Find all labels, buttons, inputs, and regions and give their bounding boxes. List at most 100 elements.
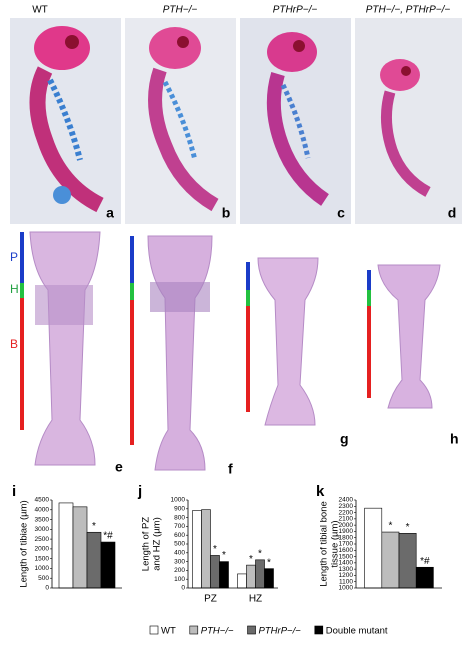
genotype-label: PTH−/−, PTHrP−/− xyxy=(366,5,451,16)
y-tick-label: 1400 xyxy=(339,560,354,567)
panel-letter: f xyxy=(228,461,233,477)
annotation: * xyxy=(249,554,253,565)
y-tick-label: 1000 xyxy=(35,565,50,572)
panel-letter: g xyxy=(340,431,349,447)
legend-swatch xyxy=(149,625,159,635)
zone-label: B xyxy=(10,337,18,351)
y-tick-label: 4000 xyxy=(35,506,50,513)
bar xyxy=(72,506,88,589)
y-tick-label: 1300 xyxy=(339,566,354,573)
panel-letter: a xyxy=(106,205,114,221)
bar xyxy=(210,555,220,589)
legend-swatch xyxy=(189,625,199,635)
y-tick-label: 4500 xyxy=(35,497,50,504)
y-tick-label: 3500 xyxy=(35,516,50,523)
y-tick-label: 2200 xyxy=(339,509,354,516)
legend-swatch xyxy=(314,625,324,635)
y-axis-label: Length of tibiae (µm) xyxy=(19,500,30,587)
photo xyxy=(355,18,462,224)
y-axis-label: Length of tibial bone xyxy=(319,501,330,587)
bar xyxy=(100,541,116,589)
legend-label: PTHrP−/− xyxy=(259,626,302,637)
y-tick-label: 200 xyxy=(174,567,185,574)
panel-letter: j xyxy=(137,483,142,500)
y-tick-label: 1200 xyxy=(339,572,354,579)
genotype-label: PTHrP−/− xyxy=(273,5,318,16)
y-tick-label: 500 xyxy=(174,541,185,548)
bar xyxy=(201,509,211,589)
legend: WT PTH−/− PTHrP−/− Double mutant xyxy=(149,625,388,637)
panel-letter: b xyxy=(222,205,231,221)
legend-label: WT xyxy=(161,626,176,637)
y-tick-label: 1600 xyxy=(339,547,354,554)
skeleton xyxy=(148,27,219,212)
panel-letter: h xyxy=(450,431,459,447)
legend-label: PTH−/− xyxy=(201,626,234,637)
y-tick-label: 700 xyxy=(174,523,185,530)
y-axis-label: tissue (µm) xyxy=(330,520,341,567)
bar xyxy=(364,507,383,589)
x-tick-label: PZ xyxy=(204,594,217,605)
y-tick-label: 1500 xyxy=(339,553,354,560)
zone-label: P xyxy=(10,250,18,264)
bar xyxy=(381,531,400,589)
panel-letter: i xyxy=(12,483,16,500)
bone-sections xyxy=(20,231,441,471)
panel-letter: k xyxy=(316,483,325,500)
y-tick-label: 1000 xyxy=(171,497,186,504)
y-axis-label: Length of PZ xyxy=(141,517,152,572)
y-tick-label: 100 xyxy=(174,576,185,583)
annotation: * xyxy=(213,544,217,555)
y-tick-label: 2000 xyxy=(339,522,354,529)
annotation: * xyxy=(406,522,410,533)
genotype-label: PTH−/− xyxy=(163,5,198,16)
zone-label: H xyxy=(10,282,19,296)
bar xyxy=(219,561,229,589)
y-tick-label: 1000 xyxy=(339,585,354,592)
annotation: * xyxy=(92,521,96,532)
y-tick-label: 2100 xyxy=(339,516,354,523)
y-tick-label: 400 xyxy=(174,550,185,557)
y-tick-label: 600 xyxy=(174,532,185,539)
panel-letter: e xyxy=(115,459,123,475)
y-tick-label: 300 xyxy=(174,558,185,565)
skeleton xyxy=(266,32,330,206)
bar xyxy=(246,564,256,589)
annotation: * xyxy=(267,557,271,568)
y-tick-label: 1700 xyxy=(339,541,354,548)
y-tick-label: 1100 xyxy=(339,578,353,585)
panel-letter: c xyxy=(337,205,345,221)
annotation: * xyxy=(388,521,392,532)
photo-panels xyxy=(10,18,462,224)
y-tick-label: 2000 xyxy=(35,546,50,553)
annotation: *# xyxy=(103,531,113,542)
y-tick-label: 2300 xyxy=(339,503,354,510)
y-tick-label: 1500 xyxy=(35,555,50,562)
y-tick-label: 1800 xyxy=(339,534,354,541)
bar xyxy=(415,566,434,589)
bar xyxy=(255,559,265,589)
y-tick-label: 1900 xyxy=(339,528,354,535)
bar xyxy=(264,568,274,589)
genotype-label: WT xyxy=(32,5,48,16)
skeleton xyxy=(380,59,431,197)
skeleton xyxy=(29,26,104,213)
legend-label: Double mutant xyxy=(326,626,388,637)
bar xyxy=(58,502,74,589)
annotation: * xyxy=(222,550,226,561)
panel-letter: d xyxy=(448,205,457,221)
y-tick-label: 800 xyxy=(174,514,185,521)
legend-swatch xyxy=(247,625,256,635)
bar xyxy=(237,573,247,589)
y-axis-label: and HZ (µm) xyxy=(152,517,163,571)
y-tick-label: 500 xyxy=(38,575,49,582)
y-tick-label: 900 xyxy=(174,506,185,513)
bar xyxy=(398,533,417,589)
bar xyxy=(192,510,202,589)
annotation: * xyxy=(258,548,262,559)
y-tick-label: 2400 xyxy=(339,497,354,504)
y-tick-label: 3000 xyxy=(35,526,50,533)
x-tick-label: HZ xyxy=(249,594,262,605)
y-tick-label: 2500 xyxy=(35,536,50,543)
